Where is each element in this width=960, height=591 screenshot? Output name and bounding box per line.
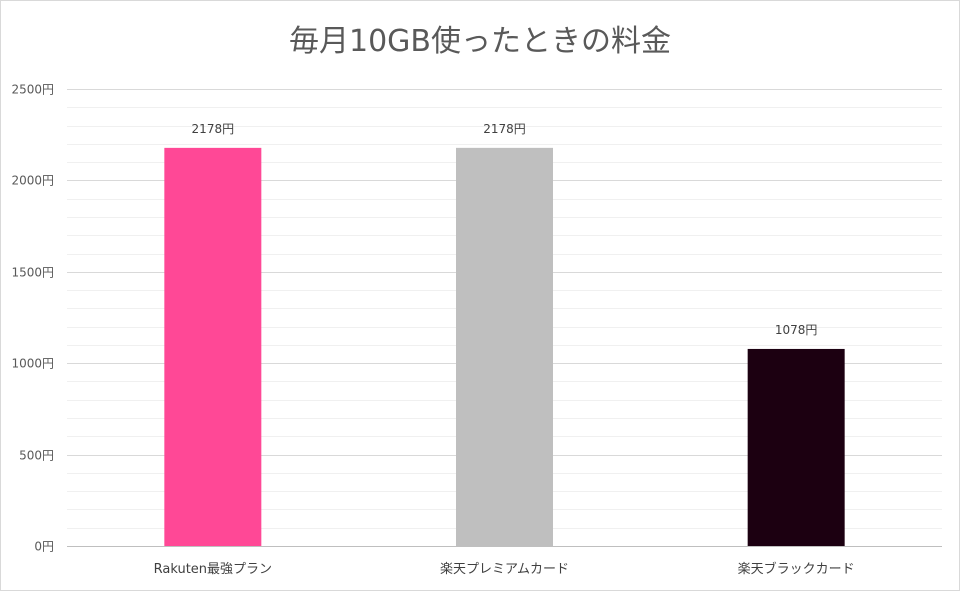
data-label: 2178円 xyxy=(192,122,235,136)
bar xyxy=(456,147,553,546)
bars xyxy=(164,147,845,546)
data-label: 2178円 xyxy=(483,122,526,136)
bar xyxy=(747,348,845,546)
data-labels: 2178円 2178円 1078円 xyxy=(192,122,818,337)
y-tick-label: 2000円 xyxy=(11,174,54,188)
x-axis: Rakuten最強プラン 楽天プレミアムカード 楽天ブラックカード xyxy=(67,546,942,577)
x-tick-label: 楽天プレミアムカード xyxy=(440,561,569,577)
bar xyxy=(164,147,262,546)
x-tick-label: Rakuten最強プラン xyxy=(154,562,272,577)
y-tick-label: 500円 xyxy=(19,449,54,463)
y-tick-label: 2500円 xyxy=(11,83,54,97)
y-tick-label: 0円 xyxy=(34,540,54,554)
y-axis: 0円 500円 1000円 1500円 2000円 2500円 xyxy=(11,83,54,554)
chart-title: 毎月10GB使ったときの料金 xyxy=(289,24,671,59)
x-tick-label: 楽天ブラックカード xyxy=(738,561,855,577)
y-tick-label: 1000円 xyxy=(11,357,54,371)
y-tick-label: 1500円 xyxy=(11,266,54,280)
data-label: 1078円 xyxy=(775,323,818,337)
